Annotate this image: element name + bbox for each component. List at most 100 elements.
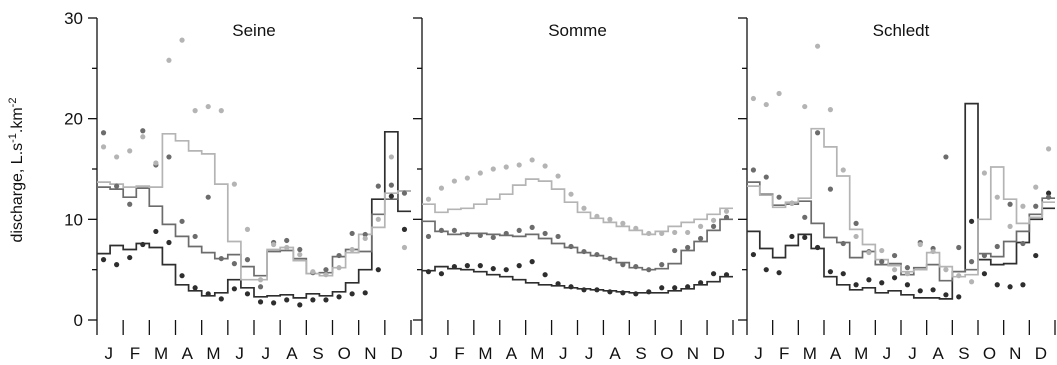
data-point-light <box>127 148 133 154</box>
x-tick-label: D <box>713 344 725 363</box>
data-point-mid <box>607 255 613 262</box>
data-point-light <box>140 134 146 140</box>
x-tick-label: A <box>933 344 945 363</box>
data-point-mid <box>1033 203 1039 209</box>
data-point-light <box>814 43 821 49</box>
data-point-light <box>723 208 730 214</box>
data-point-dark <box>1045 190 1052 196</box>
panel-title: Schledt <box>873 21 930 40</box>
data-point-dark <box>336 294 342 300</box>
step-line-light <box>747 127 1055 278</box>
data-point-dark <box>503 267 509 273</box>
data-point-dark <box>529 259 535 265</box>
step-line-mid <box>97 186 411 277</box>
data-point-dark <box>994 282 1000 288</box>
data-point-light <box>750 95 757 102</box>
data-point-light <box>271 241 277 248</box>
data-point-mid <box>516 227 522 234</box>
data-point-light <box>166 57 172 63</box>
data-point-light <box>323 272 329 278</box>
data-point-mid <box>231 261 237 267</box>
x-tick-label: J <box>908 344 917 363</box>
data-point-mid <box>284 237 290 244</box>
data-point-dark <box>257 299 264 305</box>
data-point-dark <box>594 287 600 293</box>
data-point-mid <box>323 267 329 273</box>
x-tick-label: O <box>983 344 996 363</box>
data-point-dark <box>750 251 757 258</box>
data-point-mid <box>659 262 665 268</box>
x-tick-label: J <box>559 344 568 363</box>
data-point-light <box>685 229 691 236</box>
data-point-dark <box>231 286 237 292</box>
data-point-mid <box>349 230 355 237</box>
data-point-mid <box>192 233 198 240</box>
data-point-mid <box>956 244 962 251</box>
data-point-dark <box>581 287 587 293</box>
data-point-mid <box>401 190 408 196</box>
data-point-mid <box>179 218 185 224</box>
x-tick-label: D <box>390 344 402 363</box>
data-point-light <box>555 173 561 179</box>
x-tick-label: S <box>635 344 646 363</box>
step-line-mid <box>422 218 733 271</box>
data-point-light <box>438 185 445 191</box>
data-point-dark <box>646 289 652 295</box>
data-point-dark <box>917 288 923 294</box>
x-tick-label: J <box>883 344 892 363</box>
data-point-mid <box>542 230 548 237</box>
data-point-dark <box>284 297 290 303</box>
data-point-light <box>401 244 408 251</box>
data-point-dark <box>375 267 381 273</box>
data-point-light <box>100 144 107 150</box>
data-point-mid <box>1045 194 1052 200</box>
data-point-mid <box>827 186 834 192</box>
data-point-light <box>451 178 457 184</box>
data-point-light <box>568 191 574 197</box>
data-point-light <box>336 265 342 271</box>
data-point-mid <box>362 231 368 238</box>
data-point-dark <box>814 244 821 251</box>
data-point-light <box>490 166 496 172</box>
x-tick-label: N <box>1009 344 1021 363</box>
data-point-mid <box>1020 240 1026 247</box>
data-point-mid <box>140 128 146 134</box>
data-point-mid <box>257 284 264 290</box>
data-point-dark <box>904 282 911 288</box>
x-tick-label: D <box>1035 344 1047 363</box>
data-point-dark <box>100 257 107 263</box>
data-point-light <box>789 200 795 206</box>
data-point-dark <box>879 280 885 286</box>
x-tick-label: O <box>660 344 673 363</box>
data-point-light <box>218 108 224 114</box>
data-point-light <box>802 103 808 110</box>
step-line-dark <box>97 130 411 299</box>
data-point-light <box>710 217 717 223</box>
data-point-light <box>994 194 1000 200</box>
panel-title: Somme <box>548 21 607 40</box>
data-point-dark <box>179 273 185 279</box>
data-point-dark <box>789 233 795 240</box>
data-point-light <box>114 154 120 160</box>
data-point-mid <box>814 130 821 136</box>
data-point-light <box>853 233 859 240</box>
data-point-dark <box>968 218 975 224</box>
data-point-mid <box>375 183 381 189</box>
data-point-light <box>827 107 834 113</box>
data-point-light <box>672 229 678 236</box>
x-tick-label: J <box>105 344 114 363</box>
data-point-light <box>375 216 381 222</box>
data-point-light <box>205 103 211 110</box>
data-point-light <box>943 267 949 273</box>
data-point-dark <box>114 262 120 268</box>
data-point-light <box>284 244 290 251</box>
data-point-dark <box>698 280 704 286</box>
data-point-mid <box>698 235 704 242</box>
data-point-light <box>866 249 872 256</box>
data-point-mid <box>244 257 251 263</box>
data-point-light <box>659 230 665 237</box>
data-point-mid <box>943 154 949 160</box>
data-point-light <box>179 37 185 43</box>
